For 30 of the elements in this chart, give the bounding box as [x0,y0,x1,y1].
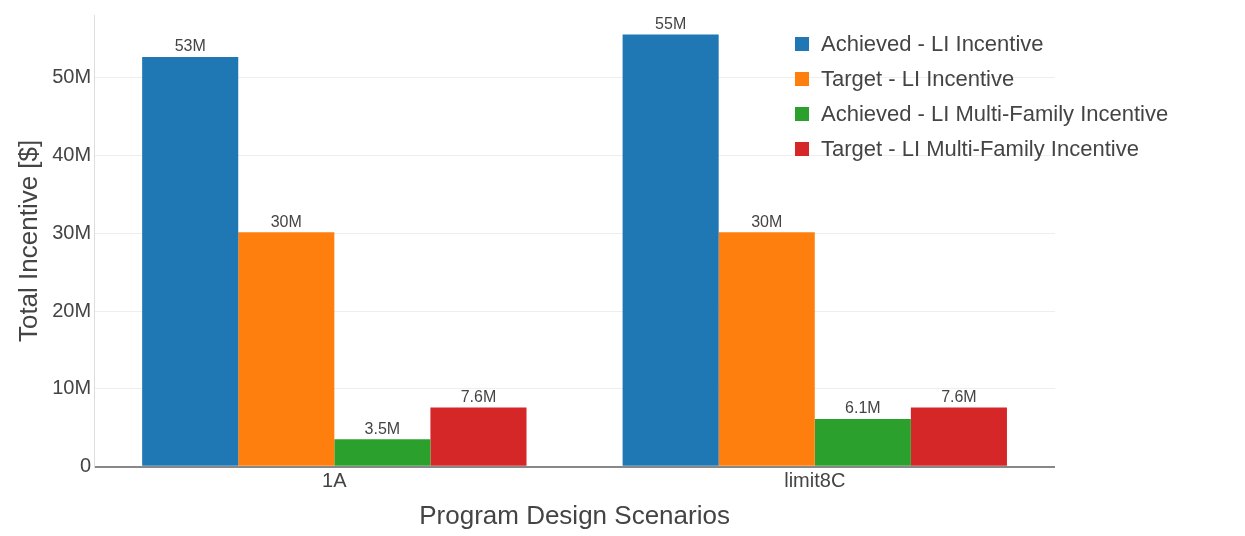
y-tick-label: 10M [52,376,92,399]
bar [142,57,239,466]
data-label: 53M [174,37,206,55]
y-tick-label: 20M [52,298,92,321]
data-label: 7.6M [460,388,497,405]
bar [334,439,431,466]
bar [814,418,911,466]
legend-label: Target - LI Multi-Family Incentive [821,135,1139,162]
data-label: 7.6M [941,388,977,405]
legend-label: Target - LI Incentive [821,65,1015,92]
x-axis-title: Program Design Scenarios [419,499,730,530]
x-tick-label: limit8C [784,469,846,492]
y-tick-label: 0 [79,454,92,477]
y-tick-label: 30M [52,220,92,243]
bar [238,232,335,466]
data-label: 30M [270,212,302,230]
bar [718,232,815,466]
x-tick-label: 1A [322,469,348,492]
legend-label: Achieved - LI Multi-Family Incentive [821,100,1169,127]
bar [430,407,527,466]
data-label: 30M [751,212,783,230]
bar [910,407,1007,466]
y-tick-label: 40M [52,142,92,165]
bar [622,34,719,466]
data-label: 3.5M [364,419,401,437]
y-tick-label: 50M [52,64,92,87]
y-axis-title: Total Incentive [$] [12,139,43,343]
legend-label: Achieved - LI Incentive [821,30,1044,57]
data-label: 55M [655,14,687,32]
data-label: 6.1M [845,399,881,417]
